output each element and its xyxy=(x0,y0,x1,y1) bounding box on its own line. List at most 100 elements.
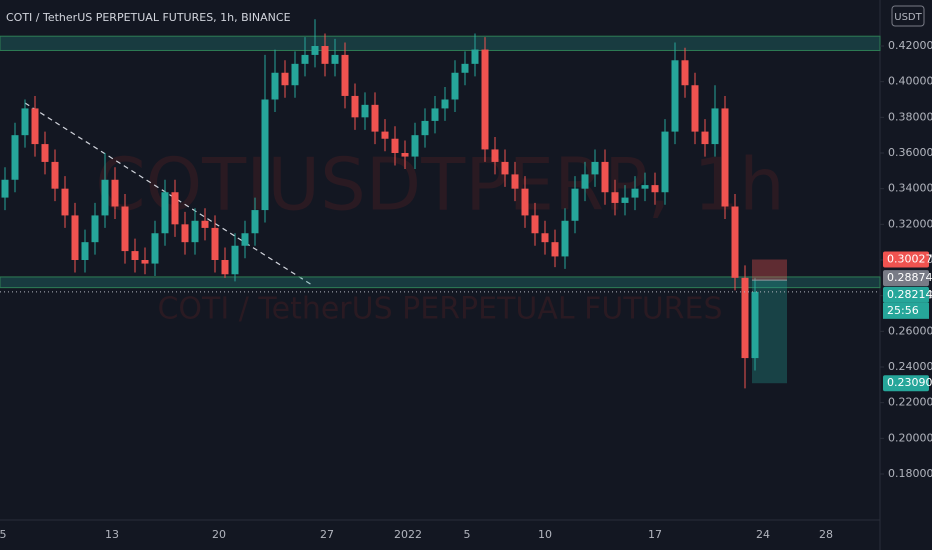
candle-body xyxy=(471,49,479,64)
candle-body xyxy=(561,220,569,257)
target-label: 0.23090 xyxy=(887,376,932,389)
candle-body xyxy=(171,192,179,225)
candle-body xyxy=(641,185,649,189)
y-tick-label: 0.20000 xyxy=(888,431,932,444)
y-tick-label: 0.22000 xyxy=(888,396,932,409)
candle-body xyxy=(111,179,119,207)
x-tick-label: 2022 xyxy=(394,528,422,541)
candle-body xyxy=(11,135,19,180)
candle-body xyxy=(281,72,289,86)
y-tick-label: 0.38000 xyxy=(888,110,932,123)
candle-body xyxy=(331,54,339,64)
zone xyxy=(0,276,881,289)
candle-body xyxy=(631,188,639,198)
y-tick-label: 0.18000 xyxy=(888,467,932,480)
candle-body xyxy=(531,215,539,234)
x-tick-label: 13 xyxy=(105,528,119,541)
candle-body xyxy=(191,220,199,243)
candle-body xyxy=(611,192,619,203)
candle-body xyxy=(311,46,319,55)
candle-body xyxy=(231,245,239,275)
candle-body xyxy=(461,63,469,73)
target-zone xyxy=(752,280,787,384)
candle-body xyxy=(251,210,259,234)
candle-body xyxy=(411,135,419,157)
x-tick-label: 28 xyxy=(819,528,833,541)
candle-body xyxy=(431,108,439,121)
currency[interactable]: USDT xyxy=(894,12,922,23)
watermark-group: COTIUSDTPERP, 1h COTI / TetherUS PERPETU… xyxy=(95,143,785,327)
candle-body xyxy=(401,153,409,157)
stop-label: 0.30027 xyxy=(887,253,932,266)
watermark: COTIUSDTPERP, 1h xyxy=(95,143,785,227)
y-tick-label: 0.36000 xyxy=(888,146,932,159)
candle-body xyxy=(31,108,39,145)
candle-body xyxy=(391,138,399,154)
candle-body xyxy=(501,161,509,175)
candle-body xyxy=(591,161,599,175)
trend-line xyxy=(24,102,313,286)
candle-body xyxy=(701,131,709,145)
countdown-box xyxy=(883,302,929,319)
candle-body xyxy=(241,233,249,246)
candle-body xyxy=(741,277,749,359)
y-tick-label: 0.40000 xyxy=(888,75,932,88)
candle-body xyxy=(721,108,729,207)
candle-body xyxy=(371,104,379,132)
candle-body xyxy=(51,161,59,189)
candle-body xyxy=(671,60,679,132)
candle-body xyxy=(211,227,219,260)
candle-body xyxy=(731,206,739,278)
candle-body xyxy=(571,188,579,221)
x-tick-label: 17 xyxy=(648,528,662,541)
candle-body xyxy=(301,54,309,64)
y-tick-label: 0.32000 xyxy=(888,217,932,230)
candle-body xyxy=(121,206,129,252)
candle-body xyxy=(491,149,499,162)
x-tick-label: 5 xyxy=(464,528,471,541)
candle-body xyxy=(711,108,719,145)
candle-body xyxy=(101,179,109,216)
candle-body xyxy=(291,63,299,86)
candle-body xyxy=(221,260,229,275)
candle-body xyxy=(151,233,159,264)
entry-label: 0.28874 xyxy=(887,271,932,284)
candle-body xyxy=(321,46,329,64)
candle-body xyxy=(601,161,609,193)
candle-body xyxy=(521,188,529,216)
candle-body xyxy=(61,188,69,216)
x-tick-label: 24 xyxy=(756,528,770,541)
candle-body xyxy=(541,233,549,243)
currency-box[interactable] xyxy=(891,5,925,27)
candle-body xyxy=(361,104,369,118)
candle-body xyxy=(421,120,429,136)
candle-body xyxy=(71,215,79,260)
candle-body xyxy=(581,174,589,189)
stop-zone xyxy=(752,259,787,281)
candle-body xyxy=(141,260,149,264)
candle-body xyxy=(451,72,459,100)
candle-body xyxy=(41,144,49,162)
x-tick-label: 10 xyxy=(538,528,552,541)
candle-body xyxy=(661,131,669,193)
candle-body xyxy=(621,197,629,203)
candle-body xyxy=(511,174,519,189)
watermark-subtitle: COTI / TetherUS PERPETUAL FUTURES xyxy=(157,292,722,327)
chart-title: COTI / TetherUS PERPETUAL FUTURES, 1h, B… xyxy=(6,11,291,24)
candle-body xyxy=(161,192,169,234)
candle-body xyxy=(441,99,449,109)
candle-body xyxy=(651,185,659,193)
x-tick-label: 27 xyxy=(320,528,334,541)
last-label: 0.28214 xyxy=(887,288,932,301)
y-tick-label: 0.24000 xyxy=(888,360,932,373)
countdown: 25:56 xyxy=(887,304,919,317)
candle-body xyxy=(681,60,689,86)
candle-body xyxy=(21,108,29,136)
candle-body xyxy=(91,215,99,243)
y-tick-label: 0.26000 xyxy=(888,324,932,337)
candle-body xyxy=(691,85,699,132)
candle-body xyxy=(481,49,489,150)
x-tick-label: 20 xyxy=(212,528,226,541)
candle-body xyxy=(381,131,389,139)
